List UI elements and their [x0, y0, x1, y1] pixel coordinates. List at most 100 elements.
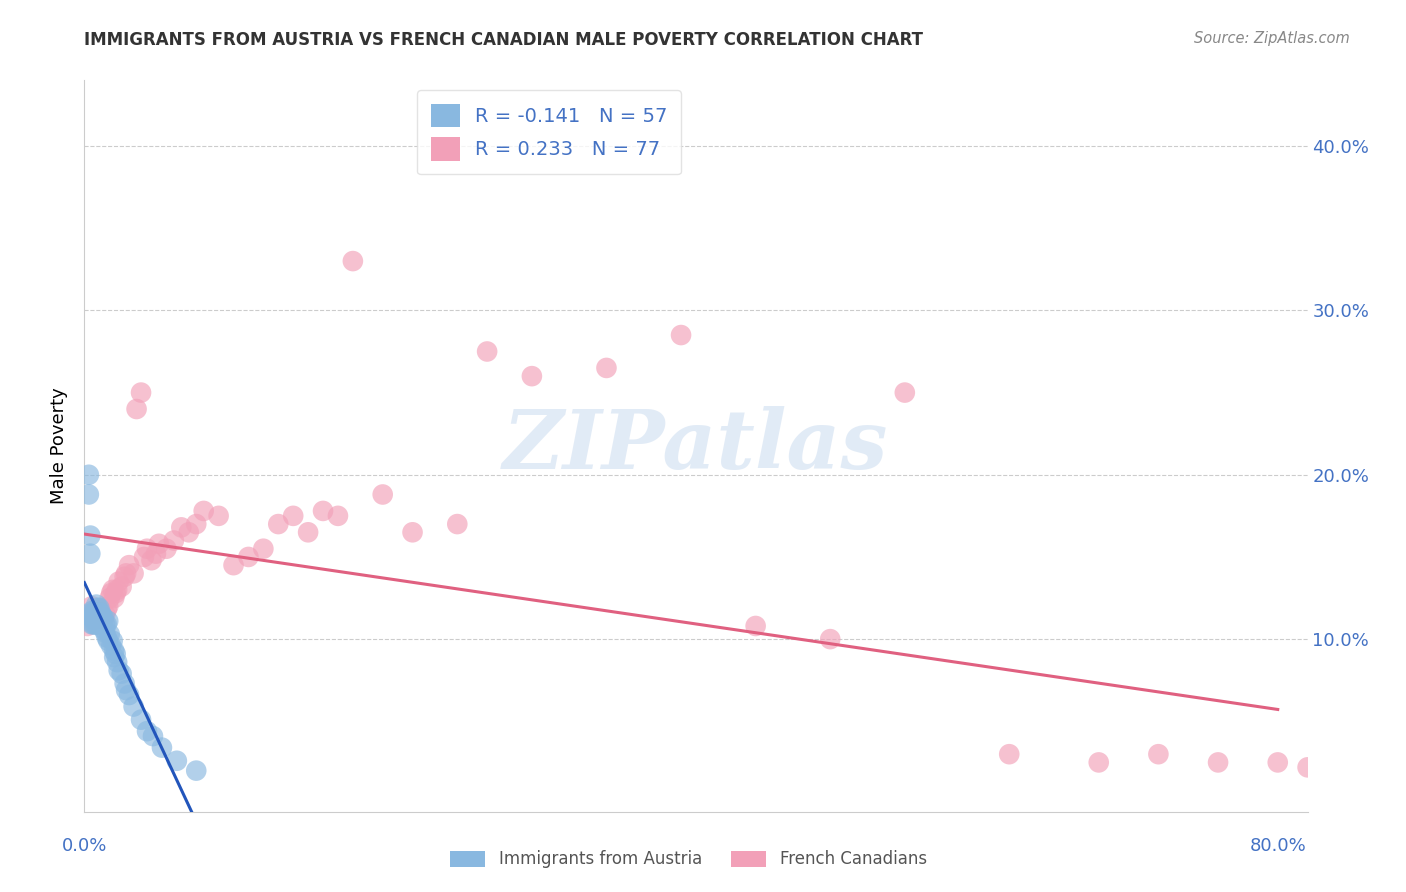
Point	[155, 541, 177, 556]
Point	[998, 747, 1021, 762]
Point	[894, 385, 917, 400]
Point	[83, 617, 105, 632]
Point	[82, 606, 104, 620]
Point	[744, 619, 766, 633]
Point	[103, 650, 125, 665]
Point	[83, 614, 105, 628]
Point	[105, 655, 128, 669]
Point	[100, 639, 122, 653]
Point	[1355, 756, 1378, 770]
Point	[1147, 747, 1170, 762]
Point	[111, 666, 134, 681]
Point	[118, 688, 141, 702]
Point	[79, 528, 101, 542]
Point	[1400, 760, 1406, 774]
Point	[114, 676, 136, 690]
Point	[267, 517, 290, 532]
Point	[186, 764, 208, 778]
Point	[97, 599, 120, 614]
Point	[122, 699, 145, 714]
Point	[89, 607, 111, 622]
Point	[91, 617, 114, 632]
Point	[1087, 756, 1109, 770]
Point	[103, 591, 125, 605]
Point	[238, 549, 260, 564]
Point	[87, 617, 110, 632]
Point	[94, 617, 117, 632]
Point	[105, 582, 128, 597]
Point	[222, 558, 245, 573]
Point	[371, 487, 394, 501]
Point	[1206, 756, 1229, 770]
Point	[89, 611, 111, 625]
Point	[76, 619, 98, 633]
Point	[84, 617, 107, 632]
Point	[148, 537, 170, 551]
Point	[79, 547, 101, 561]
Point	[83, 611, 105, 625]
Point	[90, 602, 112, 616]
Point	[163, 533, 186, 548]
Point	[207, 508, 229, 523]
Point	[1371, 764, 1393, 778]
Point	[115, 683, 138, 698]
Point	[84, 598, 107, 612]
Point	[115, 566, 138, 581]
Point	[89, 601, 111, 615]
Point	[97, 614, 120, 628]
Point	[283, 508, 305, 523]
Point	[82, 611, 104, 625]
Point	[1296, 760, 1319, 774]
Text: Immigrants from Austria: Immigrants from Austria	[499, 850, 703, 868]
Point	[84, 607, 107, 622]
Point	[132, 549, 155, 564]
Point	[77, 467, 100, 482]
Text: ZIPatlas: ZIPatlas	[503, 406, 889, 486]
Point	[87, 601, 110, 615]
Point	[136, 541, 159, 556]
Point	[446, 517, 468, 532]
Point	[818, 632, 841, 647]
Point	[145, 547, 167, 561]
Point	[91, 607, 114, 622]
Point	[129, 713, 152, 727]
Point	[326, 508, 349, 523]
Text: 80.0%: 80.0%	[1250, 837, 1306, 855]
Point	[166, 754, 188, 768]
Point	[93, 612, 115, 626]
Point	[595, 360, 617, 375]
Point	[84, 606, 107, 620]
Point	[93, 622, 115, 636]
Point	[122, 566, 145, 581]
Point	[100, 586, 122, 600]
Point	[104, 586, 127, 600]
Point	[129, 385, 152, 400]
Point	[96, 631, 118, 645]
Point	[103, 643, 125, 657]
Point	[141, 553, 163, 567]
Point	[104, 647, 127, 661]
Point	[87, 612, 110, 626]
Point	[93, 611, 115, 625]
Point	[87, 606, 110, 620]
Point	[89, 606, 111, 620]
Point	[80, 604, 103, 618]
Point	[101, 582, 124, 597]
Y-axis label: Male Poverty: Male Poverty	[51, 388, 69, 504]
Point	[77, 487, 100, 501]
Point	[90, 614, 112, 628]
Point	[177, 525, 200, 540]
Point	[150, 740, 173, 755]
Text: Source: ZipAtlas.com: Source: ZipAtlas.com	[1194, 31, 1350, 46]
Point	[170, 520, 193, 534]
Point	[76, 607, 98, 622]
Point	[80, 617, 103, 632]
Point	[669, 328, 692, 343]
Point	[101, 633, 124, 648]
Point	[475, 344, 498, 359]
Point	[142, 729, 165, 743]
Point	[107, 664, 129, 678]
Point	[118, 558, 141, 573]
Point	[1267, 756, 1289, 770]
Point	[98, 591, 121, 605]
